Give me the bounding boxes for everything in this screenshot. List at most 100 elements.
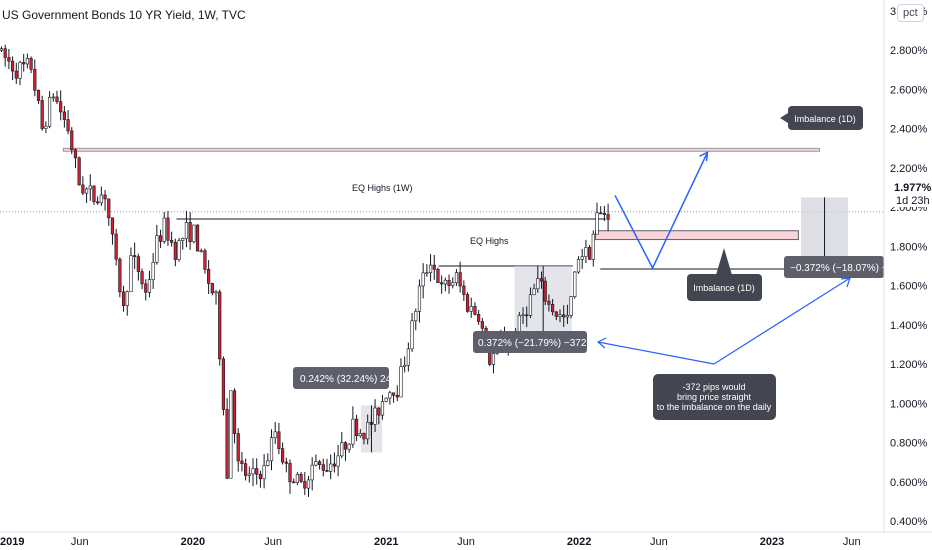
candle-body (351, 418, 355, 445)
candle-body (218, 291, 222, 360)
candle-body (199, 250, 203, 253)
measure-up-label[interactable]: 0.242% (32.24%) 242 (293, 367, 397, 389)
callout-line-2: bring price straight (677, 392, 752, 402)
imbalance-top-text: Imbalance (1D) (794, 114, 856, 124)
time-tick-label: 2020 (181, 536, 205, 548)
candle-body (595, 212, 599, 235)
candle-body (92, 185, 96, 203)
candle-body (170, 239, 174, 243)
candle-body (255, 468, 259, 475)
candle-body (251, 468, 255, 475)
candle-body (329, 463, 333, 472)
candle-body (403, 364, 407, 367)
candle-body (221, 358, 226, 410)
candle-body (551, 304, 555, 313)
measure-down-label[interactable]: 0.372% (−21.79%) −372 (473, 331, 587, 353)
candle-body (343, 442, 348, 450)
candle-body (207, 269, 211, 284)
candle-body (133, 255, 137, 257)
candle-body (521, 314, 525, 317)
time-tick-label: 2019 (0, 536, 24, 548)
candle-body (284, 461, 288, 464)
callout-arrow-left-head (596, 337, 607, 349)
candle-body (192, 224, 196, 243)
candle-body (602, 213, 606, 215)
candle-body (177, 240, 181, 260)
callout-box[interactable]: -372 pips would bring price straight to … (653, 374, 776, 420)
candle-body (81, 184, 85, 194)
candle-body (347, 443, 351, 450)
measure-up-text: 0.242% (32.24%) 242 (300, 374, 397, 385)
candle-body (528, 294, 533, 316)
candle-body (136, 256, 140, 272)
time-axis[interactable]: 2019 Jun 2020 Jun 2021 Jun 2022 Jun 2023 Jun (0, 531, 932, 548)
candle-body (358, 433, 362, 437)
candle-body (436, 269, 440, 283)
candle-body (47, 96, 52, 127)
current-price-tag: 1.977% 1d 23h (886, 179, 932, 207)
candle-body (525, 314, 529, 317)
candle-body (443, 279, 447, 285)
candle-body (44, 125, 48, 129)
time-tick-label: Jun (843, 536, 861, 548)
candle-body (421, 272, 425, 287)
eq-highs-weekly-label: EQ Highs (1W) (352, 183, 413, 193)
candle-body (62, 111, 66, 120)
candle-body (576, 259, 581, 273)
candle-body (18, 62, 22, 79)
candle-body (281, 448, 285, 463)
candle-body (543, 280, 547, 302)
time-tick-label: 2022 (567, 536, 591, 548)
candle-body (236, 433, 240, 462)
imbalance-zone-bottom (594, 230, 799, 241)
candle-body (40, 100, 44, 129)
price-tick-label: 0.600% (890, 477, 928, 489)
candle-body (395, 394, 399, 398)
candle-body (447, 279, 451, 286)
candles-layer (0, 44, 610, 497)
time-tick-label: 2023 (760, 536, 784, 548)
candle-body (140, 271, 144, 285)
candle-body (306, 479, 311, 489)
price-unit-button[interactable]: pct (897, 4, 924, 22)
time-tick-label: Jun (650, 536, 668, 548)
candle-body (229, 390, 233, 479)
candle-body (258, 473, 263, 480)
candle-body (354, 418, 359, 437)
candle-body (36, 89, 41, 101)
candle-body (210, 283, 214, 294)
candle-body (565, 315, 570, 318)
candle-body (465, 294, 470, 312)
candle-body (310, 464, 314, 481)
candle-body (3, 48, 7, 58)
candle-body (432, 264, 436, 270)
candle-body (73, 149, 78, 159)
imbalance-label-bottom[interactable]: Imbalance (1D) (687, 248, 762, 301)
price-tick-label: 0.800% (890, 438, 928, 450)
labels-layer: EQ Highs (1W) EQ Highs Imbalance (1D) Im… (293, 106, 905, 420)
candle-body (384, 397, 388, 402)
measure-projection-label[interactable]: −0.372% (−18.07%) −372 (784, 256, 905, 278)
candle-body (336, 455, 340, 467)
candle-body (480, 321, 484, 329)
candle-body (14, 70, 18, 79)
candle-body (606, 214, 610, 220)
candle-body (569, 296, 573, 316)
candle-body (588, 247, 592, 260)
callout-arrow-left (597, 341, 715, 365)
candle-body (151, 261, 155, 280)
candle-body (406, 348, 410, 366)
candle-body (166, 217, 170, 241)
candle-body (536, 278, 540, 290)
candle-body (144, 283, 148, 293)
imbalance-label-top[interactable]: Imbalance (1D) (780, 106, 863, 130)
time-tick-label: Jun (264, 536, 282, 548)
candle-body (554, 311, 558, 317)
candle-body (155, 235, 159, 263)
candle-body (340, 442, 344, 457)
candle-body (77, 157, 81, 186)
candle-body (391, 392, 396, 396)
candle-body (303, 481, 307, 489)
